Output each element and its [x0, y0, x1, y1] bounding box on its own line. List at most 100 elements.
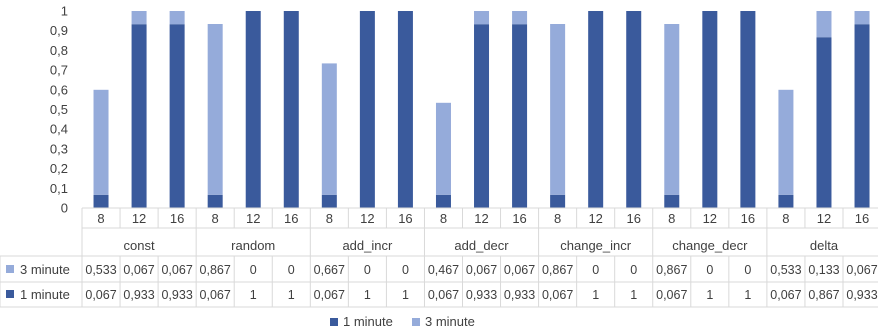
data-label: 0,933: [161, 288, 192, 302]
y-tick-label: 0,7: [50, 63, 68, 78]
x-subcategory-label: 8: [97, 211, 104, 226]
legend-label: 3 minute: [425, 314, 475, 329]
data-label: 0,467: [428, 263, 459, 277]
bar-1-minute: [626, 11, 642, 208]
data-label: 0,533: [85, 263, 116, 277]
data-label: 0: [288, 263, 295, 277]
data-label: 1: [402, 288, 409, 302]
table-row-label: 3 minute: [20, 262, 70, 277]
bar-3-minute: [854, 11, 870, 25]
legend-swatch-3-minute: [412, 318, 420, 326]
x-subcategory-label: 16: [741, 211, 755, 226]
data-label: 0,067: [656, 288, 687, 302]
data-label: 0,067: [85, 288, 116, 302]
data-label: 1: [630, 288, 637, 302]
data-label: 0: [630, 263, 637, 277]
x-subcategory-label: 12: [360, 211, 374, 226]
bar-1-minute: [207, 194, 223, 208]
x-group-label: change_incr: [560, 238, 631, 253]
x-subcategory-label: 12: [132, 211, 146, 226]
bar-3-minute: [207, 24, 223, 195]
data-label: 0,133: [808, 263, 839, 277]
bar-3-minute: [435, 102, 451, 195]
data-label: 0,067: [161, 263, 192, 277]
bar-1-minute: [397, 11, 413, 208]
bar-1-minute: [169, 24, 185, 208]
bar-3-minute: [169, 11, 185, 25]
y-tick-label: 1: [61, 4, 68, 19]
data-label: 0,067: [770, 288, 801, 302]
bar-1-minute: [702, 11, 718, 208]
x-subcategory-label: 8: [782, 211, 789, 226]
data-label: 0,067: [504, 263, 535, 277]
x-subcategory-label: 12: [817, 211, 831, 226]
data-label: 0,933: [846, 288, 877, 302]
data-label: 0,067: [123, 263, 154, 277]
bar-3-minute: [321, 63, 337, 195]
bar-3-minute: [93, 89, 109, 195]
x-subcategory-label: 8: [440, 211, 447, 226]
bar-3-minute: [550, 24, 566, 195]
bar-1-minute: [321, 194, 337, 208]
x-subcategory-label: 12: [588, 211, 602, 226]
legend-label: 1 minute: [343, 314, 393, 329]
bar-1-minute: [664, 194, 680, 208]
y-tick-label: 0,6: [50, 82, 68, 97]
y-tick-label: 0,2: [50, 161, 68, 176]
data-label: 0,067: [846, 263, 877, 277]
data-label: 0,067: [200, 288, 231, 302]
data-label: 0,933: [504, 288, 535, 302]
x-subcategory-label: 16: [626, 211, 640, 226]
data-label: 0,067: [466, 263, 497, 277]
y-tick-label: 0: [61, 201, 68, 216]
x-group-label: add_decr: [454, 238, 509, 253]
bar-1-minute: [854, 24, 870, 208]
bar-1-minute: [283, 11, 299, 208]
x-group-label: change_decr: [672, 238, 748, 253]
bar-1-minute: [816, 37, 832, 208]
data-label: 0,867: [542, 263, 573, 277]
x-subcategory-label: 16: [170, 211, 184, 226]
y-tick-label: 0,3: [50, 141, 68, 156]
bar-1-minute: [93, 194, 109, 208]
x-subcategory-label: 16: [512, 211, 526, 226]
y-tick-label: 0,5: [50, 102, 68, 117]
bar-1-minute: [474, 24, 490, 208]
data-label: 1: [288, 288, 295, 302]
x-subcategory-label: 8: [326, 211, 333, 226]
data-label: 0: [744, 263, 751, 277]
x-subcategory-label: 16: [398, 211, 412, 226]
bar-1-minute: [245, 11, 261, 208]
bar-1-minute: [512, 24, 528, 208]
bar-3-minute: [816, 11, 832, 38]
data-label: 0,067: [428, 288, 459, 302]
data-label: 0: [592, 263, 599, 277]
x-subcategory-label: 16: [284, 211, 298, 226]
x-group-label: random: [231, 238, 275, 253]
x-subcategory-label: 8: [554, 211, 561, 226]
x-group-label: const: [124, 238, 155, 253]
bar-1-minute: [131, 24, 147, 208]
y-tick-label: 0,8: [50, 43, 68, 58]
data-label: 0,667: [314, 263, 345, 277]
x-subcategory-label: 12: [474, 211, 488, 226]
data-label: 0,933: [466, 288, 497, 302]
x-subcategory-label: 12: [703, 211, 717, 226]
y-tick-label: 0,4: [50, 122, 68, 137]
table-key-1-minute: [6, 290, 14, 298]
data-label: 0,933: [123, 288, 154, 302]
bar-1-minute: [740, 11, 756, 208]
bar-3-minute: [512, 11, 528, 25]
bar-1-minute: [435, 194, 451, 208]
bar-1-minute: [550, 194, 566, 208]
data-label: 0,867: [656, 263, 687, 277]
x-subcategory-label: 12: [246, 211, 260, 226]
data-label: 1: [744, 288, 751, 302]
data-label: 1: [364, 288, 371, 302]
data-label: 0: [250, 263, 257, 277]
data-label: 0,867: [200, 263, 231, 277]
x-subcategory-label: 8: [212, 211, 219, 226]
x-group-label: delta: [810, 238, 839, 253]
data-label: 0,867: [808, 288, 839, 302]
